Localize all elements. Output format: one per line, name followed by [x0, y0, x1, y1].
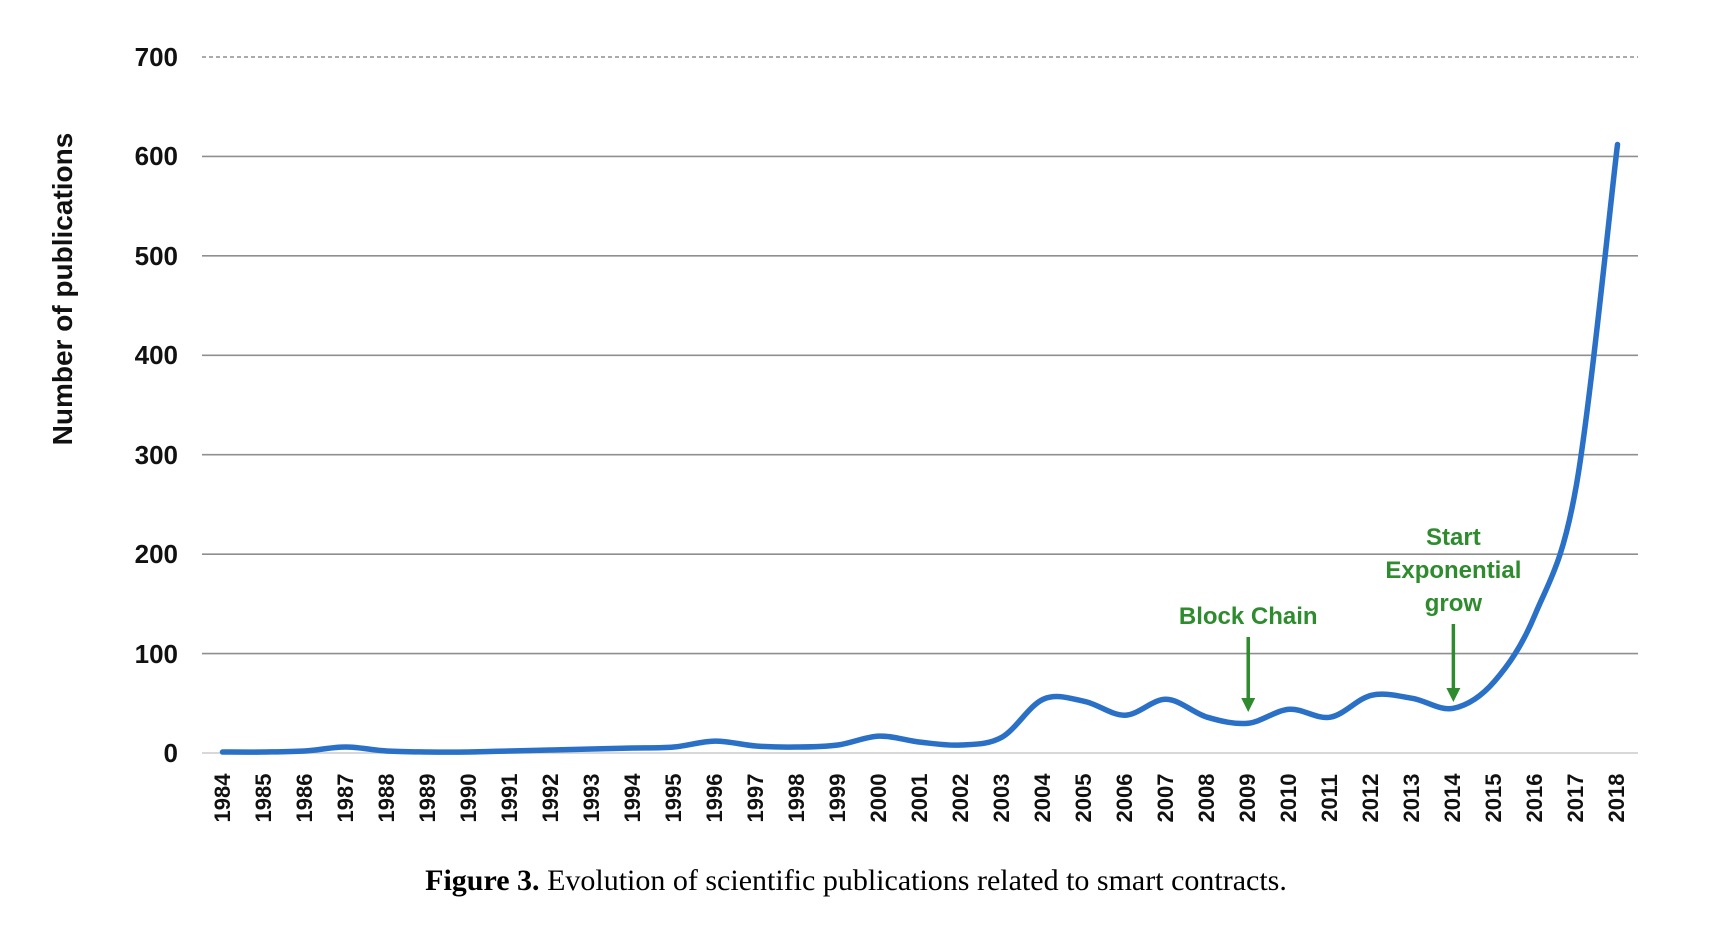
annotation-line: Start [1426, 524, 1481, 551]
x-tick-label-2009: 2009 [1235, 773, 1261, 823]
x-tick-label-1986: 1986 [291, 773, 317, 823]
x-tick-label-1991: 1991 [496, 773, 522, 823]
annotation-text-2014: Start Exponential grow [1253, 521, 1653, 620]
x-tick-label-2000: 2000 [865, 773, 891, 823]
annotation-line: grow [1424, 590, 1483, 617]
x-tick-label-2010: 2010 [1276, 773, 1302, 823]
x-tick-label-2011: 2011 [1317, 774, 1343, 822]
annotation-arrowhead-icon [1446, 688, 1461, 702]
x-tick-label-2014: 2014 [1440, 773, 1466, 823]
y-tick-label-600: 600 [134, 141, 178, 172]
y-tick-label-700: 700 [134, 42, 178, 72]
annotation-line: Block Chain [1178, 603, 1318, 630]
x-tick-label-1990: 1990 [455, 773, 481, 823]
caption-label: Figure 3. [425, 864, 540, 897]
x-tick-label-2005: 2005 [1071, 773, 1097, 823]
y-tick-label-100: 100 [134, 638, 178, 669]
annotation-line: Exponential [1385, 557, 1522, 584]
x-tick-label-1989: 1989 [414, 773, 440, 823]
y-tick-label-300: 300 [134, 439, 178, 470]
x-tick-label-2007: 2007 [1153, 773, 1179, 823]
x-tick-label-1994: 1994 [619, 773, 645, 823]
x-tick-label-2001: 2001 [907, 773, 932, 823]
y-tick-label-400: 400 [134, 340, 178, 371]
annotation-arrowhead-icon [1241, 698, 1256, 712]
x-tick-label-2004: 2004 [1030, 773, 1056, 823]
caption-text: Evolution of scientific publications rel… [539, 864, 1287, 897]
x-tick-label-2008: 2008 [1194, 773, 1220, 823]
y-tick-label-500: 500 [134, 240, 178, 271]
x-tick-label-2017: 2017 [1563, 773, 1589, 823]
publications-series-line [219, 141, 1621, 755]
x-tick-label-1996: 1996 [701, 773, 727, 823]
x-tick-label-2016: 2016 [1522, 773, 1548, 823]
x-tick-label-1997: 1997 [742, 773, 768, 823]
x-tick-label-1993: 1993 [578, 773, 604, 823]
x-tick-label-1992: 1992 [537, 773, 563, 823]
x-tick-label-2015: 2015 [1481, 773, 1507, 823]
x-tick-label-1987: 1987 [332, 773, 358, 823]
x-tick-label-1998: 1998 [783, 773, 809, 823]
x-tick-label-1985: 1985 [250, 773, 276, 823]
y-tick-label-0: 0 [163, 738, 178, 768]
x-tick-label-2018: 2018 [1604, 773, 1630, 823]
x-tick-label-2002: 2002 [948, 773, 974, 823]
x-tick-label-2006: 2006 [1112, 773, 1138, 823]
x-tick-label-1984: 1984 [209, 773, 235, 823]
x-tick-label-2003: 2003 [989, 773, 1015, 823]
annotation-text-2009: Block Chain [1048, 600, 1448, 633]
x-tick-label-1999: 1999 [824, 773, 850, 823]
y-tick-label-200: 200 [134, 539, 178, 570]
figure-caption: Figure 3. Evolution of scientific public… [0, 864, 1712, 898]
y-axis-title: Number of publications [47, 132, 78, 446]
x-tick-label-2012: 2012 [1358, 773, 1384, 823]
x-tick-label-1988: 1988 [373, 773, 399, 823]
x-tick-label-1995: 1995 [660, 773, 686, 823]
x-tick-label-2013: 2013 [1399, 773, 1425, 823]
